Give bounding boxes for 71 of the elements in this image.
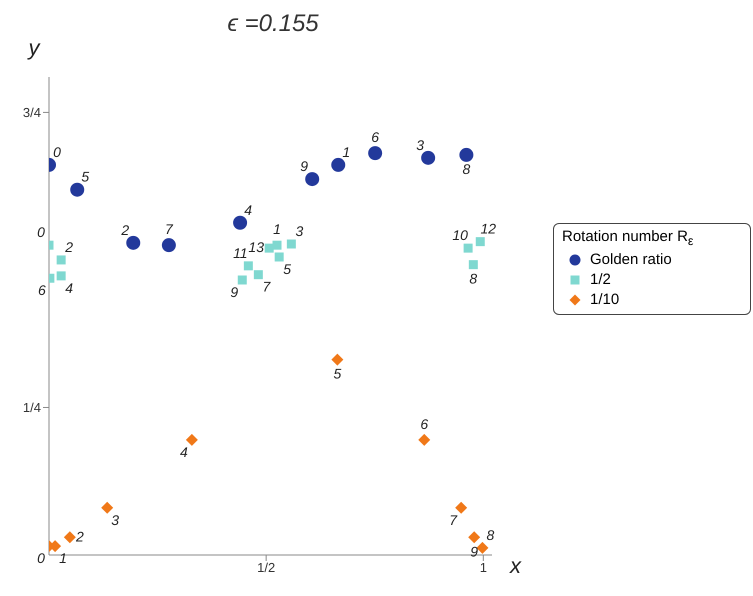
annotation: 5: [81, 168, 90, 185]
annotation: 3: [295, 223, 304, 240]
legend-label: Golden ratio: [590, 251, 672, 268]
point: [468, 260, 478, 270]
point: [331, 158, 346, 172]
point: [70, 182, 84, 197]
point: [305, 172, 320, 186]
point: [101, 502, 114, 514]
annotation: 2: [64, 238, 74, 255]
annotation: 11: [233, 244, 248, 261]
annotation: 12: [480, 220, 496, 237]
annotation: 7: [262, 278, 272, 295]
point: [476, 237, 485, 246]
annotation: 0: [37, 550, 46, 566]
annotation: 1: [342, 144, 350, 160]
annotation: 4: [65, 280, 74, 296]
chart-title: ϵ =0.155: [227, 10, 319, 37]
annotation: 7: [449, 512, 458, 528]
annotation: 3: [416, 136, 424, 153]
legend-label: 1/2: [590, 271, 611, 288]
point: [244, 261, 253, 270]
annotation: 6: [371, 129, 380, 146]
point: [418, 434, 430, 446]
point: [56, 255, 66, 264]
annotation: 4: [244, 202, 252, 218]
point: [274, 252, 284, 262]
point: [264, 244, 274, 253]
point: [455, 502, 468, 514]
point: [162, 238, 176, 252]
annotation: 7: [164, 221, 174, 238]
y-axis-title: y: [26, 35, 42, 60]
annotation: 3: [111, 512, 120, 528]
point: [64, 531, 76, 544]
legend-title: Rotation number R$_{ε}$: [562, 228, 694, 248]
annotation: 13: [248, 239, 264, 256]
point: [468, 531, 480, 544]
annotation: 5: [283, 260, 292, 277]
annotation: 2: [120, 222, 130, 238]
annotation: 9: [300, 158, 308, 174]
annotation: 8: [486, 526, 495, 543]
annotation: 5: [333, 366, 342, 382]
point: [459, 148, 474, 162]
point: [464, 244, 473, 253]
annotation: 2: [74, 528, 84, 544]
point: [254, 270, 263, 280]
point: [286, 240, 296, 249]
point: [56, 271, 66, 280]
annotation: 9: [230, 284, 238, 300]
annotation: 1: [273, 221, 281, 238]
y-tick-label: 3/4: [22, 105, 41, 120]
point: [238, 276, 247, 284]
point: [331, 354, 344, 366]
annotation: 6: [38, 282, 46, 298]
annotation: 6: [420, 416, 428, 432]
legend-label: 1/10: [590, 291, 620, 308]
point: [476, 542, 488, 554]
annotation: 10: [452, 227, 468, 244]
point: [368, 146, 382, 160]
annotation: 4: [180, 444, 188, 460]
annotation: 8: [462, 160, 470, 177]
annotation: 8: [469, 270, 478, 287]
x-axis-title: x: [509, 552, 522, 578]
annotation: 0: [53, 144, 62, 160]
point: [421, 150, 436, 165]
point: [272, 240, 282, 250]
point: [233, 216, 248, 230]
y-tick-label: 1/4: [22, 400, 41, 416]
point: [126, 236, 140, 250]
annotation: 9: [470, 543, 478, 560]
point: [186, 434, 198, 446]
annotation: 0: [37, 224, 46, 240]
